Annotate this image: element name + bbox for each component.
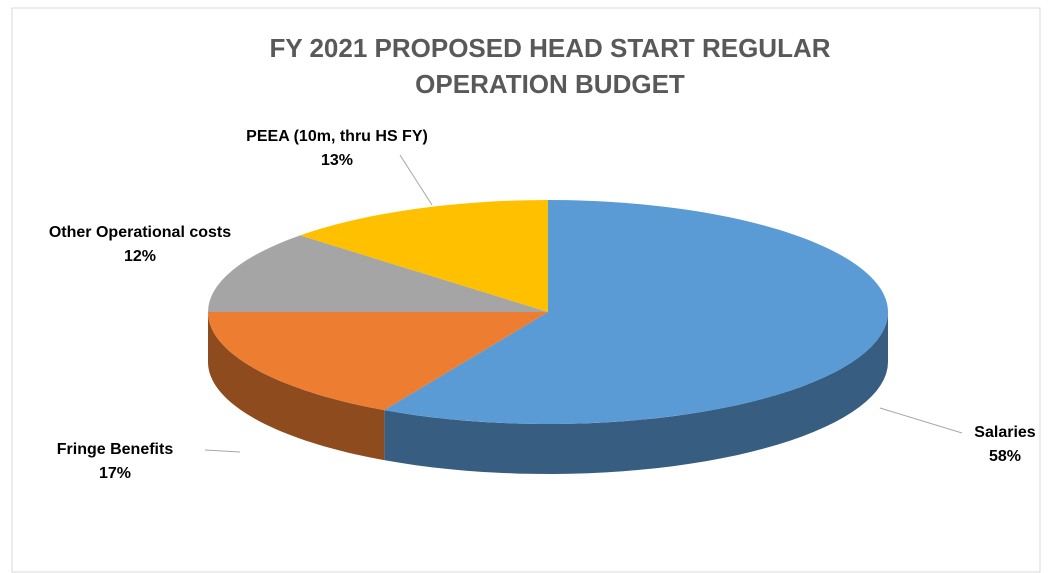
slice-side (208, 312, 385, 461)
data-value-label: 58% (988, 448, 1022, 465)
leader-line (399, 154, 433, 206)
leader-line (204, 449, 241, 453)
slice (300, 200, 548, 312)
leader-line (879, 407, 963, 434)
data-value-label: 12% (123, 248, 157, 265)
slice-side (384, 312, 888, 474)
data-label: Salaries (974, 424, 1036, 441)
data-value-label: 17% (98, 465, 132, 482)
slice (207, 312, 548, 411)
data-label: Other Operational costs (48, 224, 232, 241)
data-label: Fringe Benefits (56, 441, 174, 458)
data-value-label: 13% (320, 152, 354, 169)
slice (384, 200, 888, 424)
data-label: PEEA (10m, thru HS FY) (246, 128, 428, 145)
chart-title: FY 2021 PROPOSED HEAD START REGULAR OPER… (269, 33, 831, 99)
slice (208, 235, 548, 312)
